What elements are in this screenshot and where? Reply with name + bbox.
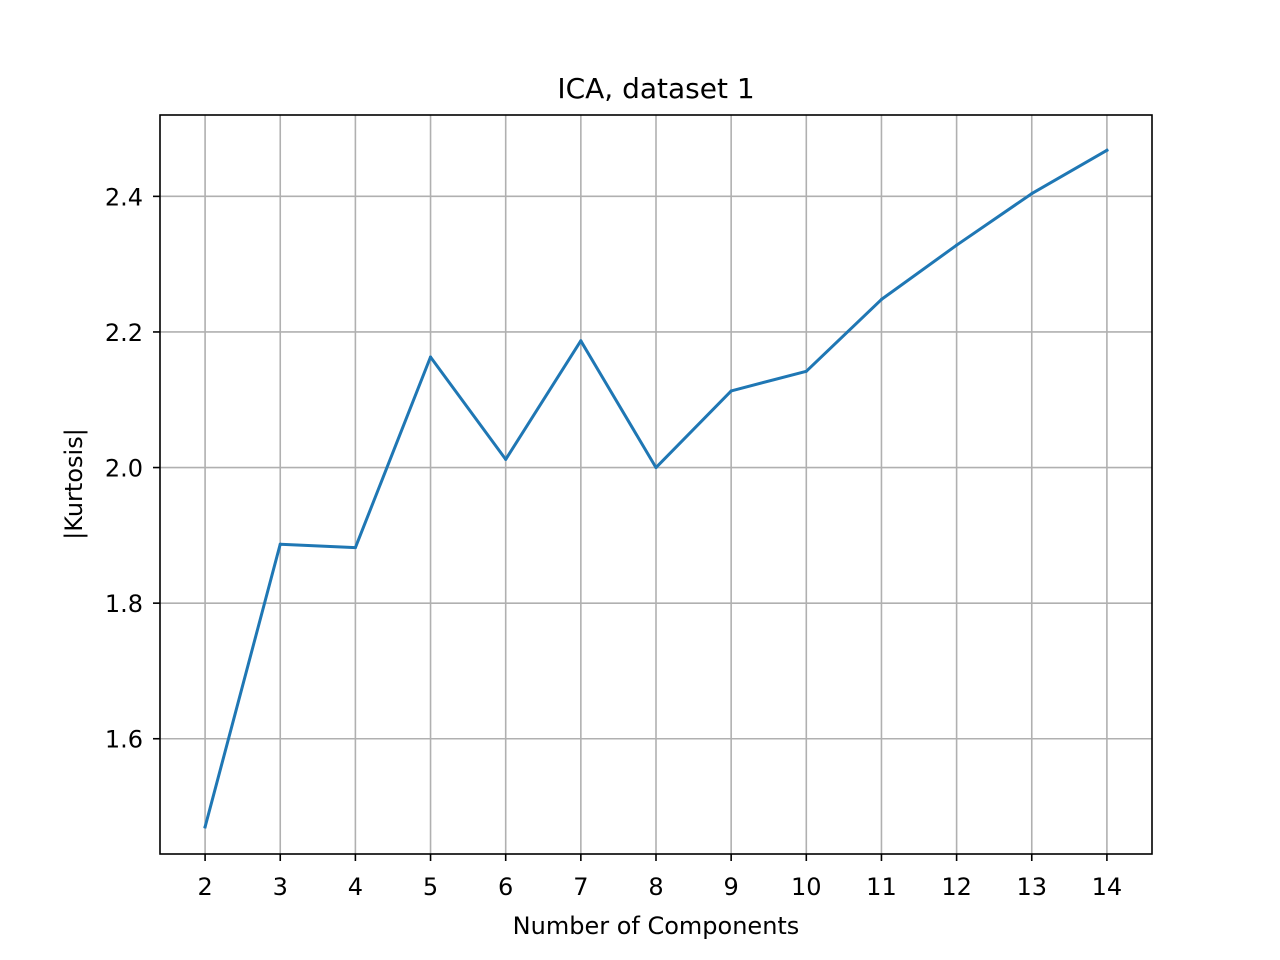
data-point [1105,148,1109,152]
y-axis-ticks: 1.6 1.8 2.0 2.2 2.4 [105,183,160,754]
x-axis-label: Number of Components [513,912,800,940]
data-point [353,546,357,550]
data-point [729,389,733,393]
y-tick-label: 2.2 [105,319,143,347]
data-point [203,825,207,829]
data-point [278,542,282,546]
y-tick-label: 2.0 [105,455,143,483]
y-tick-label: 1.6 [105,726,143,754]
series-layer [203,148,1109,829]
data-point [579,339,583,343]
data-point [429,355,433,359]
data-point [1030,192,1034,196]
y-axis-label: |Kurtosis| [60,428,88,540]
x-tick-label: 6 [498,873,513,901]
data-point [654,466,658,470]
x-tick-label: 8 [648,873,663,901]
y-tick-label: 2.4 [105,183,143,211]
x-tick-label: 4 [348,873,363,901]
x-tick-label: 12 [941,873,972,901]
x-tick-label: 13 [1016,873,1047,901]
grid [160,115,1152,854]
chart-title: ICA, dataset 1 [557,72,754,105]
data-point [504,457,508,461]
data-point [955,243,959,247]
x-tick-label: 11 [866,873,897,901]
x-tick-label: 5 [423,873,438,901]
x-tick-label: 2 [197,873,212,901]
x-tick-label: 7 [573,873,588,901]
x-axis-ticks: 2 3 4 5 6 7 8 9 10 11 12 13 14 [197,854,1122,901]
data-point [804,369,808,373]
x-tick-label: 14 [1092,873,1123,901]
y-tick-label: 1.8 [105,590,143,618]
data-point [879,297,883,301]
x-tick-label: 9 [724,873,739,901]
x-tick-label: 3 [273,873,288,901]
x-tick-label: 10 [791,873,822,901]
